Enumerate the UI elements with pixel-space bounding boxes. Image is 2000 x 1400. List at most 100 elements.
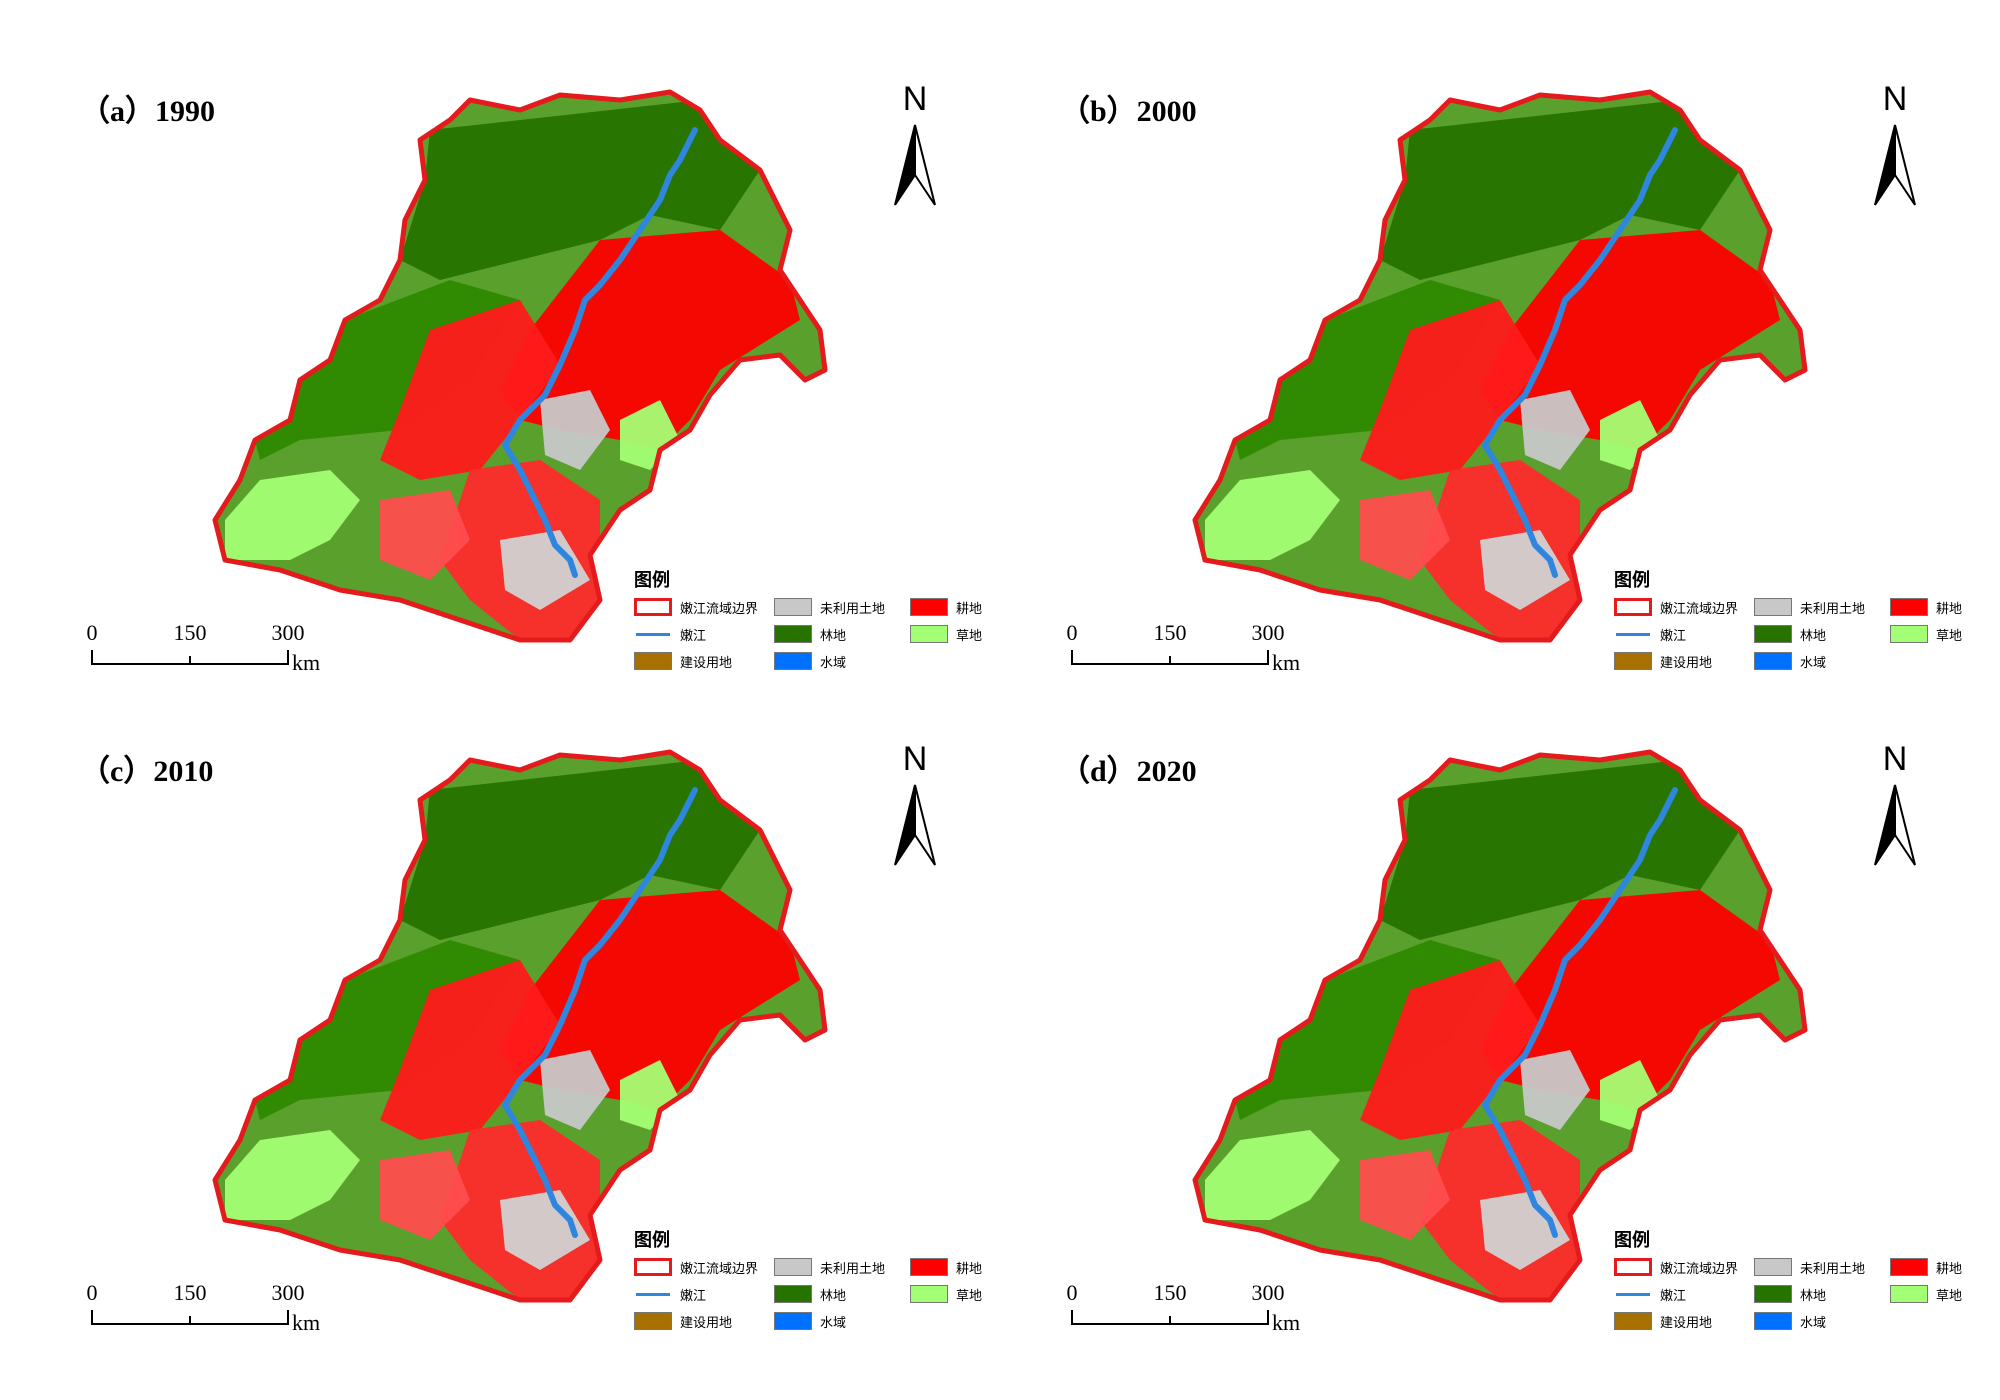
legend-label: 草地 — [1936, 629, 1963, 644]
legend-label: 林地 — [820, 1289, 847, 1304]
north-arrow: N — [880, 740, 950, 870]
legend-swatch — [910, 625, 948, 643]
legend-swatch — [774, 1258, 812, 1276]
legend-label: 水域 — [820, 656, 847, 671]
north-arrow: N — [1860, 80, 1930, 210]
land-use-zone — [1360, 960, 1540, 1140]
scale-bar-line — [1071, 1310, 1269, 1325]
legend-swatch — [1614, 652, 1652, 670]
legend: 图例 嫩江流域边界 未利用土地 耕地 嫩江 林地 草地 建设用地 水域 — [1608, 1226, 1968, 1346]
legend-title: 图例 — [634, 570, 670, 591]
scale-bar: 0 150 300 km — [80, 620, 380, 680]
nenjiang-river-line — [502, 127, 698, 578]
scale-tick-label: 0 — [1066, 1280, 1078, 1305]
legend: 图例 嫩江流域边界 未利用土地 耕地 嫩江 林地 草地 建设用地 水域 — [628, 1226, 988, 1346]
legend-label: 水域 — [1800, 1316, 1827, 1331]
legend-swatch — [1754, 1285, 1792, 1303]
panel-title: （a）1990 — [80, 95, 215, 128]
land-use-zone — [1360, 490, 1450, 580]
scale-unit: km — [1272, 1310, 1301, 1335]
legend-swatch — [1754, 1312, 1792, 1330]
land-use-zone — [380, 960, 560, 1140]
legend-swatch — [774, 598, 812, 616]
scale-bar-line — [91, 650, 289, 665]
legend-label: 建设用地 — [1660, 656, 1713, 671]
legend-label: 耕地 — [956, 1262, 983, 1277]
scale-tick-label: 300 — [271, 620, 305, 645]
legend: 图例 嫩江流域边界 未利用土地 耕地 嫩江 林地 草地 建设用地 水域 — [628, 566, 988, 686]
land-use-zone — [225, 1130, 360, 1220]
land-use-map — [1192, 749, 1808, 1303]
legend-label: 未利用土地 — [1800, 1262, 1866, 1277]
legend-swatch — [910, 1258, 948, 1276]
legend-label: 草地 — [1936, 1289, 1963, 1304]
legend-label: 嫩江流域边界 — [1660, 602, 1739, 617]
land-use-zone — [400, 760, 760, 940]
legend-label: 林地 — [1800, 1289, 1827, 1304]
legend-title: 图例 — [1614, 1230, 1650, 1251]
legend-swatch — [774, 1312, 812, 1330]
legend-swatch — [634, 1312, 672, 1330]
scale-unit: km — [1272, 650, 1301, 675]
legend-label: 嫩江 — [680, 1289, 707, 1304]
land-use-zone — [1380, 100, 1740, 280]
scale-tick-label: 300 — [1251, 620, 1285, 645]
basin-boundary — [1192, 749, 1808, 1303]
legend-swatch — [634, 1285, 672, 1303]
land-use-map — [1192, 89, 1808, 643]
legend: 图例 嫩江流域边界 未利用土地 耕地 嫩江 林地 草地 建设用地 水域 — [1608, 566, 1968, 686]
land-use-zone — [225, 470, 360, 560]
legend-title: 图例 — [634, 1230, 670, 1251]
land-use-zone — [380, 300, 560, 480]
land-use-map — [212, 89, 828, 643]
scale-tick-label: 150 — [1153, 1280, 1187, 1305]
legend-title: 图例 — [1614, 570, 1650, 591]
legend-swatch — [1614, 598, 1652, 616]
legend-swatch — [634, 652, 672, 670]
north-arrow: N — [1860, 740, 1930, 870]
legend-label: 未利用土地 — [820, 1262, 886, 1277]
land-use-zone — [500, 1190, 590, 1270]
scale-tick-label: 150 — [1153, 620, 1187, 645]
legend-swatch — [1754, 652, 1792, 670]
legend-swatch — [1614, 1285, 1652, 1303]
map-panel-2000: （b）2000 N 0 150 300 km 图例 嫩江流域边界 未利用土地 耕地 嫩江 林地 草地 建设… — [980, 0, 1980, 680]
land-use-zone — [1205, 1130, 1340, 1220]
legend-swatch — [1754, 598, 1792, 616]
land-use-zone — [540, 390, 610, 470]
legend-swatch — [634, 598, 672, 616]
scale-tick-label: 300 — [271, 1280, 305, 1305]
scale-tick-label: 300 — [1251, 1280, 1285, 1305]
legend-swatch — [774, 1285, 812, 1303]
land-use-zone — [540, 1050, 610, 1130]
legend-label: 草地 — [956, 1289, 983, 1304]
scale-tick-label: 0 — [1066, 620, 1078, 645]
north-arrow-icon — [1874, 124, 1916, 206]
legend-swatch — [910, 598, 948, 616]
legend-label: 建设用地 — [680, 1316, 733, 1331]
legend-swatch — [1614, 1258, 1652, 1276]
legend-label: 未利用土地 — [1800, 602, 1866, 617]
legend-label: 林地 — [820, 629, 847, 644]
scale-bar-line — [91, 1310, 289, 1325]
legend-label: 嫩江流域边界 — [680, 1262, 759, 1277]
legend-label: 耕地 — [956, 602, 983, 617]
legend-label: 未利用土地 — [820, 602, 886, 617]
basin-boundary — [212, 89, 828, 643]
legend-label: 建设用地 — [680, 656, 733, 671]
scale-tick-label: 150 — [173, 620, 207, 645]
nenjiang-river-line — [502, 787, 698, 1238]
legend-label: 耕地 — [1936, 1262, 1963, 1277]
scale-bar: 0 150 300 km — [80, 1280, 380, 1340]
legend-label: 嫩江 — [1660, 629, 1687, 644]
legend-label: 林地 — [1800, 629, 1827, 644]
legend-label: 草地 — [956, 629, 983, 644]
legend-swatch — [1890, 598, 1928, 616]
land-use-map — [212, 749, 828, 1303]
legend-swatch — [1890, 1285, 1928, 1303]
north-label: N — [1882, 740, 1908, 778]
map-panel-2020: （d）2020 N 0 150 300 km 图例 嫩江流域边界 未利用土地 耕地 嫩江 林地 草地 建设… — [980, 660, 1980, 1340]
legend-swatch — [1754, 1258, 1792, 1276]
land-use-zone — [380, 490, 470, 580]
land-use-zone — [500, 530, 590, 610]
